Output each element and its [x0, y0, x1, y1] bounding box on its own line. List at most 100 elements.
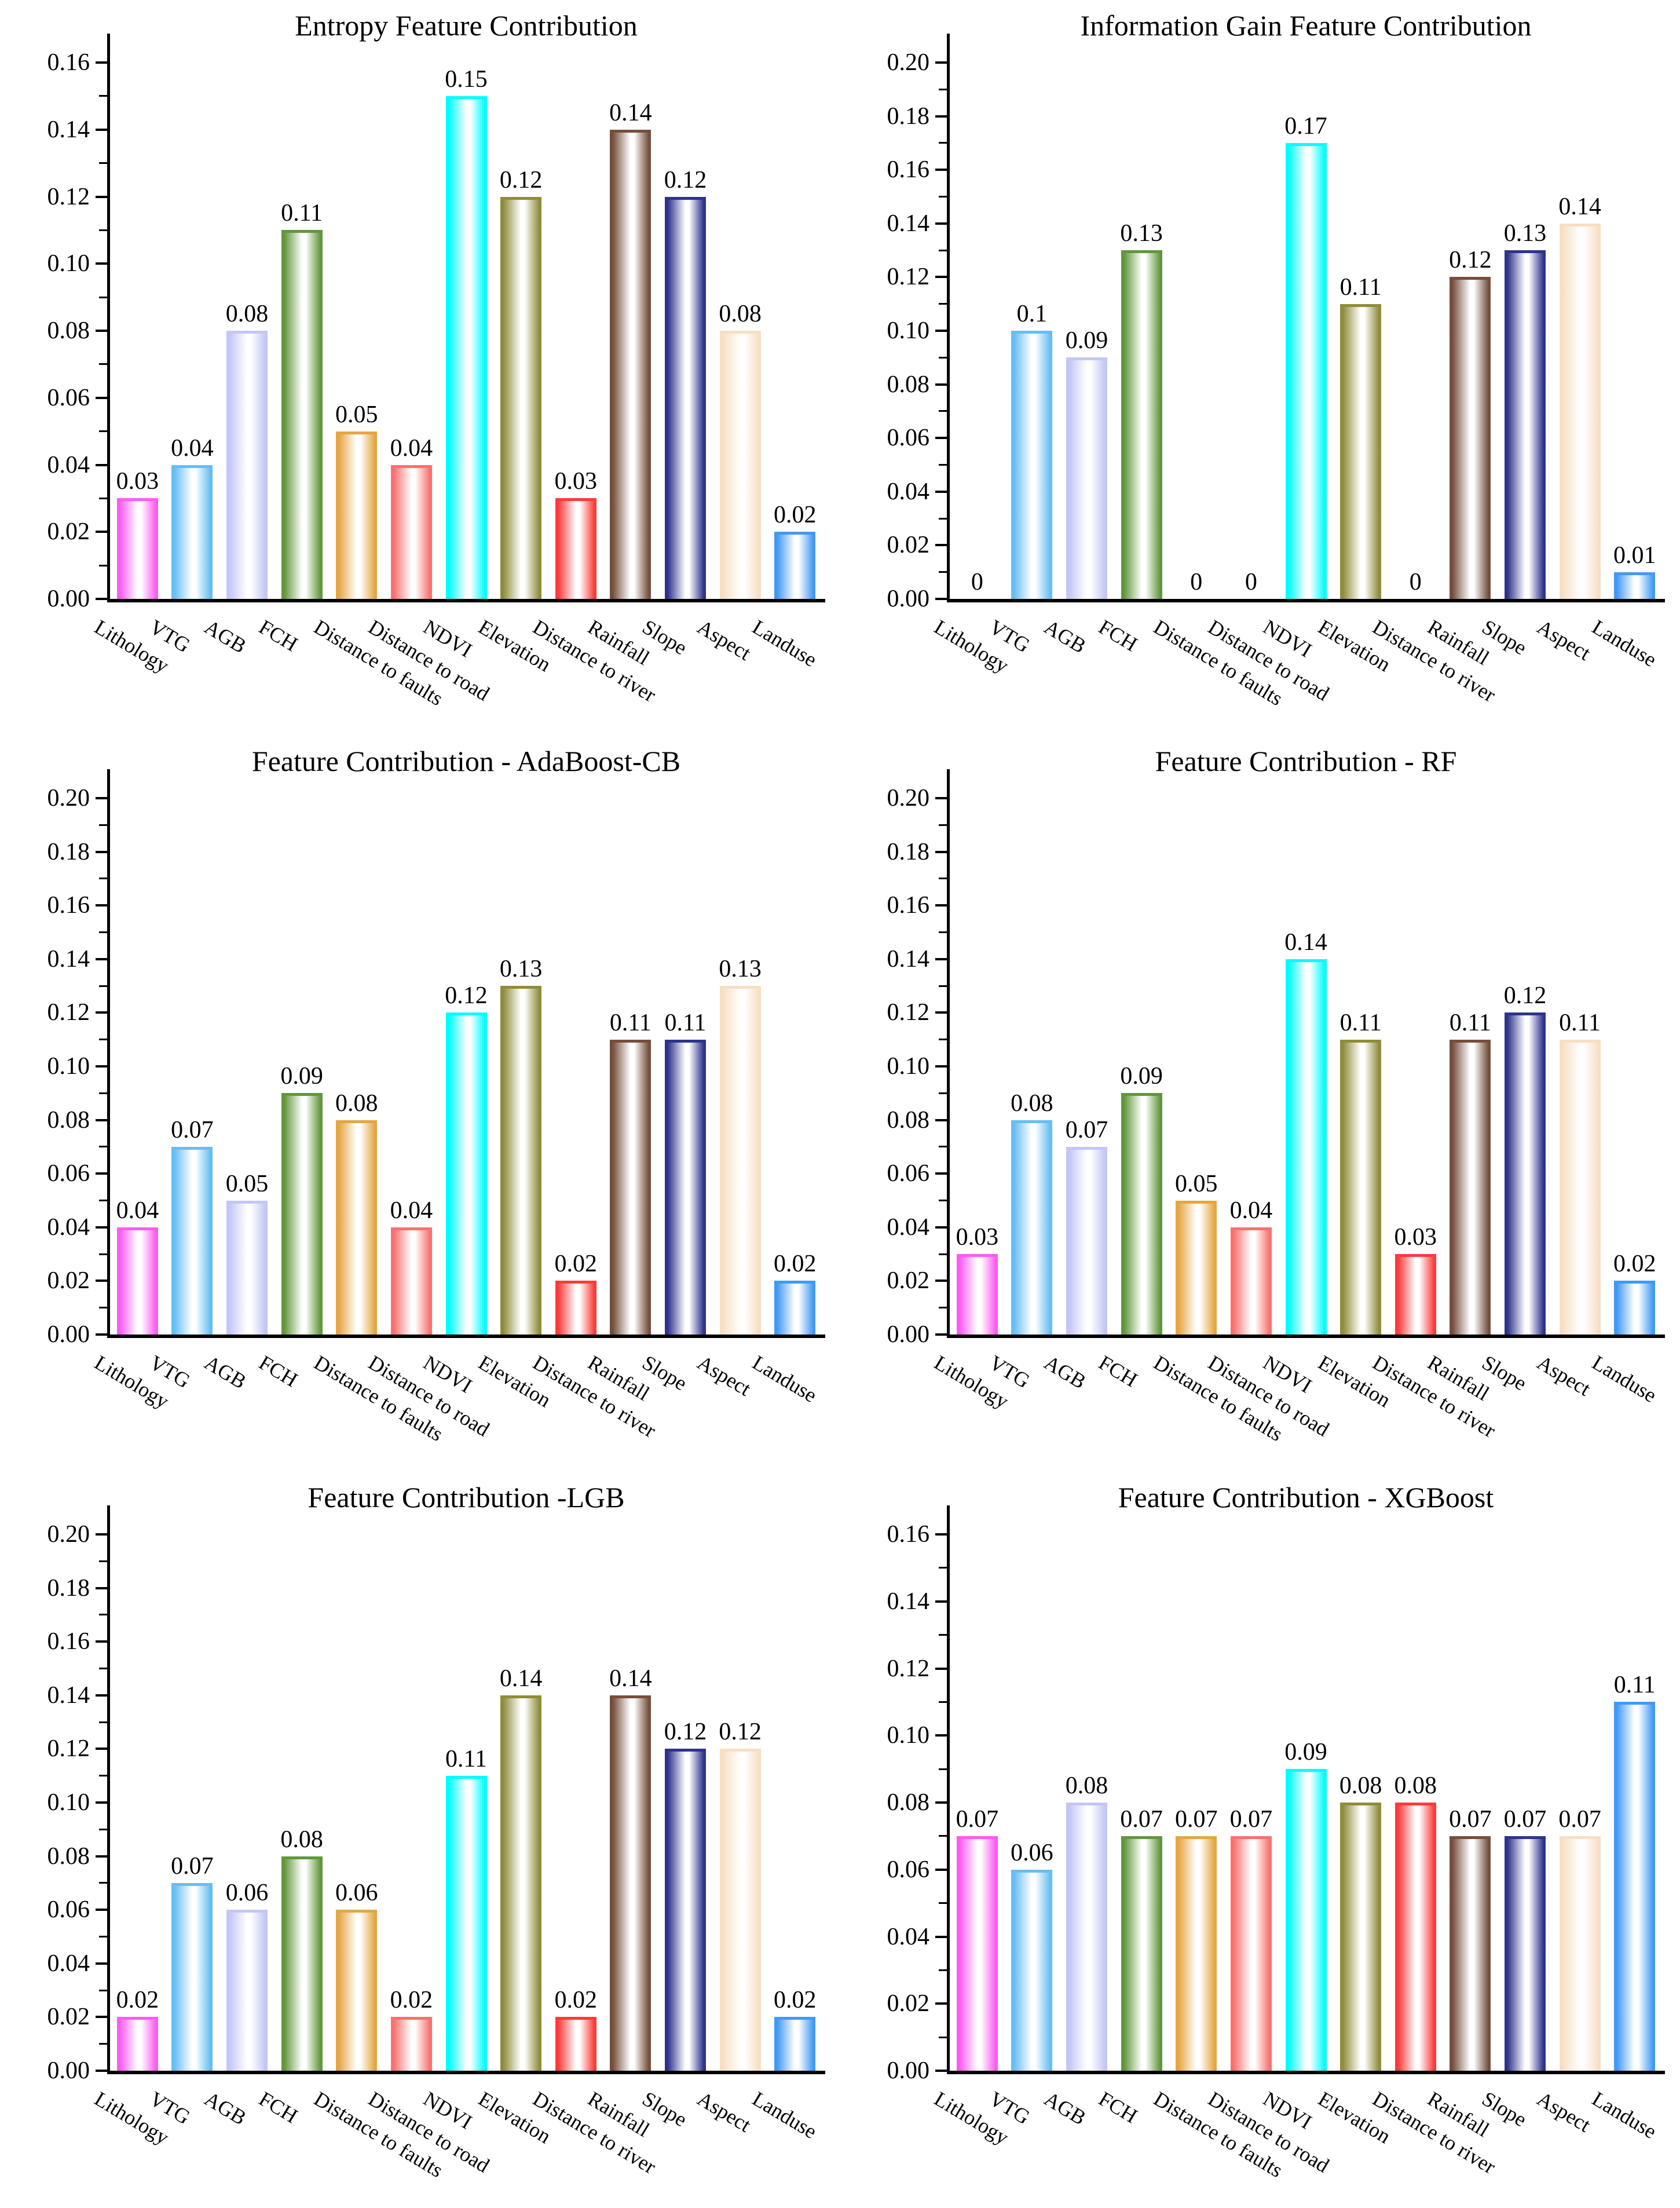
y-minor-tick-mark — [939, 985, 947, 987]
bar — [1230, 1836, 1272, 2071]
bar — [1285, 1769, 1327, 2071]
bar — [171, 465, 213, 599]
y-axis-line — [107, 34, 110, 602]
y-tick-mark — [935, 61, 947, 64]
y-tick-mark — [935, 1667, 947, 1670]
y-tick-mark — [96, 1748, 107, 1750]
bar — [1340, 304, 1382, 599]
y-minor-tick-mark — [939, 1567, 947, 1569]
bar — [336, 1910, 378, 2071]
y-tick-mark — [935, 1172, 947, 1175]
panel-rf: Feature Contribution - RF 0.00 0.02 0.04 0.… — [840, 736, 1679, 1471]
y-minor-tick-mark — [99, 1200, 107, 1201]
bar-value-label: 0.02 — [773, 502, 817, 529]
bar — [116, 2017, 158, 2071]
y-tick-label: 0.02 — [887, 532, 930, 559]
y-tick-label: 0.06 — [887, 425, 930, 452]
bar — [1340, 1803, 1382, 2071]
y-tick-label: 0.16 — [47, 49, 90, 76]
bar — [774, 1281, 816, 1335]
y-tick-mark — [96, 463, 107, 466]
bar — [171, 1882, 213, 2071]
bar-value-label: 0.03 — [554, 468, 597, 495]
y-minor-tick-mark — [939, 1253, 947, 1255]
bar — [1066, 1803, 1108, 2071]
y-tick-mark — [96, 1640, 107, 1643]
bar-value-label: 0.07 — [1120, 1805, 1163, 1833]
y-tick-label: 0.12 — [887, 264, 930, 291]
y-tick-label: 0.16 — [887, 156, 930, 184]
y-minor-tick-mark — [99, 1775, 107, 1777]
y-tick-label: 0.10 — [887, 1722, 930, 1749]
bar-value-label: 0.09 — [1284, 1739, 1327, 1766]
y-minor-tick-mark — [99, 95, 107, 97]
y-tick-label: 0.20 — [47, 1521, 90, 1548]
y-tick-label: 0.20 — [47, 785, 90, 811]
x-category-label: FCH — [255, 615, 302, 656]
bar — [719, 1749, 761, 2071]
bar-value-label: 0.09 — [280, 1063, 323, 1090]
bar-value-label: 0.11 — [1613, 1672, 1656, 1699]
plot-area-information-gain: 0.00 0.02 0.04 0.06 0.08 0.10 0.12 0.14 0.16 0.18… — [887, 34, 1665, 710]
bar-value-label: 0.03 — [956, 1224, 999, 1251]
bar — [445, 1775, 487, 2071]
y-tick-label: 0.04 — [47, 1950, 90, 1977]
y-minor-tick-mark — [939, 1768, 947, 1770]
y-tick-label: 0.08 — [887, 371, 930, 398]
y-tick-mark — [935, 1280, 947, 1282]
x-axis-line — [947, 1335, 1665, 1338]
bar — [956, 1836, 998, 2071]
y-minor-tick-mark — [939, 1835, 947, 1837]
y-tick-mark — [96, 1909, 107, 1911]
y-minor-tick-mark — [99, 1307, 107, 1309]
bar-value-label: 0.02 — [773, 1251, 817, 1278]
bar-value-label: 0.17 — [1284, 112, 1327, 140]
bar — [1066, 1146, 1108, 1335]
y-tick-mark — [96, 1801, 107, 1804]
bar — [1450, 1836, 1491, 2071]
bar — [774, 532, 816, 599]
y-tick-mark — [935, 1533, 947, 1536]
bar-value-label: 0.06 — [335, 1880, 378, 1907]
y-tick-label: 0.00 — [887, 586, 930, 612]
y-tick-mark — [935, 1600, 947, 1603]
y-tick-label: 0.14 — [887, 945, 930, 973]
y-tick-label: 0.12 — [47, 1735, 90, 1763]
y-tick-mark — [935, 222, 947, 225]
y-minor-tick-mark — [939, 1307, 947, 1309]
bar-value-label: 0.08 — [225, 301, 269, 327]
bar-value-label: 0.02 — [116, 1987, 159, 2014]
y-minor-tick-mark — [99, 564, 107, 566]
y-minor-tick-mark — [99, 1253, 107, 1255]
bar-value-label: 0.14 — [1284, 928, 1327, 956]
y-tick-mark — [96, 128, 107, 131]
chart-title-lgb: Feature Contribution -LGB — [308, 1481, 625, 1514]
bar — [1614, 1281, 1656, 1335]
y-minor-tick-mark — [99, 985, 107, 987]
y-minor-tick-mark — [939, 356, 947, 359]
bar — [1504, 1836, 1546, 2071]
y-tick-mark — [96, 1333, 107, 1336]
bar-value-label: 0.08 — [335, 1090, 378, 1117]
x-category-label: FCH — [255, 2087, 302, 2128]
y-minor-tick-mark — [99, 1989, 107, 1991]
y-minor-tick-mark — [99, 2043, 107, 2045]
bar — [226, 331, 268, 599]
y-tick-mark — [96, 598, 107, 600]
bar-value-label: 0.12 — [1503, 982, 1547, 1010]
bar-value-label: 0.13 — [1120, 220, 1163, 247]
y-minor-tick-mark — [99, 824, 107, 826]
bar — [774, 2017, 816, 2071]
bar-value-label: 0.13 — [1503, 220, 1547, 247]
y-tick-mark — [96, 957, 107, 960]
x-category-label: Landuse — [1588, 615, 1661, 672]
y-tick-label: 0.20 — [887, 785, 930, 811]
y-tick-label: 0.06 — [47, 384, 90, 411]
bar-value-label: 0.15 — [445, 65, 488, 93]
y-tick-mark — [96, 2016, 107, 2019]
x-axis-line — [947, 2071, 1665, 2074]
y-tick-mark — [935, 544, 947, 547]
bar — [171, 1146, 213, 1335]
y-tick-mark — [935, 1118, 947, 1121]
y-tick-label: 0.18 — [47, 1574, 90, 1602]
